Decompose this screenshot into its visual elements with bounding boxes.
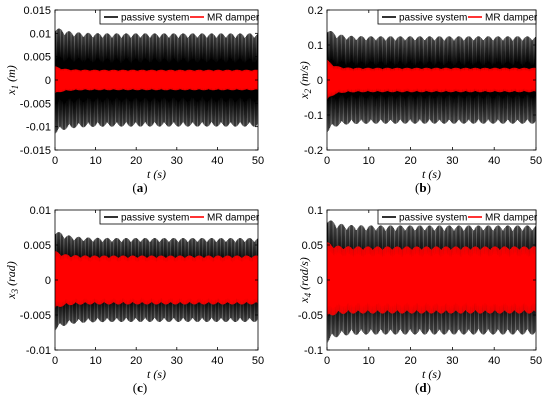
series-line-mr-damper — [55, 251, 258, 308]
x-tick-label: 0 — [52, 355, 58, 367]
x-axis-label: t (s) — [147, 367, 166, 381]
x-tick-label: 20 — [130, 355, 142, 367]
legend-label: passive system — [121, 13, 189, 24]
x-tick-label: 10 — [89, 355, 101, 367]
legend-box — [377, 9, 537, 25]
x-tick-label: 50 — [530, 155, 542, 167]
series-line-mr-damper — [55, 66, 258, 94]
y-tick-label: -0.1 — [304, 110, 323, 122]
x-tick-label: 20 — [130, 155, 142, 167]
x-tick-label: 30 — [171, 355, 183, 367]
y-tick-label: 0 — [317, 275, 323, 287]
x-tick-label: 40 — [488, 155, 500, 167]
y-tick-label: -0.015 — [20, 145, 51, 157]
panel-caption: (b) — [415, 180, 431, 195]
series-line-mr-damper — [327, 59, 536, 100]
legend: passive system MR damper — [377, 209, 538, 225]
x-axis-label: t (s) — [422, 167, 441, 181]
legend-box — [99, 209, 259, 225]
x-tick-label: 50 — [252, 155, 264, 167]
y-tick-label: -0.01 — [26, 345, 51, 357]
legend: passive system MR damper — [99, 209, 260, 225]
chart-panel-d: 0 10 20 30 40 50 -0.1 -0.05 0 0.05 0.1 t (s) x4 (rad… — [297, 205, 542, 395]
chart-panel-b: 0 10 20 30 40 50 -0.2 -0.1 0 0.1 0.2 t (s) x2 (m/s) p… — [297, 5, 542, 195]
x-axis-label: t (s) — [422, 367, 441, 381]
x-tick-label: 10 — [363, 355, 375, 367]
y-tick-label: 0.015 — [23, 5, 51, 17]
y-tick-label: 0.005 — [23, 52, 51, 64]
y-tick-label: -0.2 — [304, 145, 323, 157]
x-tick-label: 40 — [211, 355, 223, 367]
y-tick-label: -0.1 — [304, 345, 323, 357]
legend-label: passive system — [399, 13, 467, 24]
y-tick-label: -0.01 — [26, 122, 51, 134]
y-tick-label: 0.01 — [30, 205, 51, 217]
y-axis-label: x4 (rad/s) — [297, 257, 313, 304]
y-tick-label: 0.2 — [308, 5, 323, 17]
panel-caption: (d) — [415, 380, 431, 395]
y-axis-label: x2 (m/s) — [297, 61, 313, 100]
x-tick-label: 50 — [252, 355, 264, 367]
legend: passive system MR damper — [99, 9, 260, 25]
legend-label: passive system — [399, 213, 467, 224]
series-line-mr-damper — [327, 242, 536, 317]
y-tick-label: 0 — [317, 75, 323, 87]
legend-box — [99, 9, 259, 25]
x-tick-label: 50 — [530, 355, 542, 367]
chart-panel-a: 0 10 20 30 40 50 -0.015 -0.01 -0.005 0 0.005 0.01 0.… — [4, 5, 264, 195]
series-line-passive-system — [55, 28, 258, 134]
x-tick-label: 0 — [324, 155, 330, 167]
y-tick-label: 0 — [45, 75, 51, 87]
y-tick-label: 0.1 — [308, 40, 323, 52]
legend-label: MR damper — [485, 213, 538, 224]
panel-caption: (a) — [132, 180, 147, 195]
x-tick-label: 10 — [363, 155, 375, 167]
legend-label: passive system — [121, 213, 189, 224]
x-tick-label: 0 — [52, 155, 58, 167]
series-line-passive-system — [327, 30, 536, 133]
x-tick-label: 30 — [171, 155, 183, 167]
x-axis-label: t (s) — [147, 167, 166, 181]
y-tick-label: 0.005 — [23, 240, 51, 252]
x-tick-label: 10 — [89, 155, 101, 167]
legend-label: MR damper — [485, 13, 538, 24]
y-axis-label: x3 (rad) — [4, 261, 20, 300]
legend: passive system MR damper — [377, 9, 538, 25]
chart-panel-c: 0 10 20 30 40 50 -0.01 -0.005 0 0.005 0.01 t (s) x3 … — [4, 205, 264, 395]
x-tick-label: 40 — [488, 355, 500, 367]
x-tick-label: 40 — [211, 155, 223, 167]
legend-label: MR damper — [207, 213, 260, 224]
x-tick-label: 30 — [446, 355, 458, 367]
y-axis-label: x1 (m) — [4, 65, 20, 96]
x-tick-label: 20 — [404, 155, 416, 167]
x-tick-label: 30 — [446, 155, 458, 167]
y-tick-label: 0.05 — [302, 240, 323, 252]
y-tick-label: 0.1 — [308, 205, 323, 217]
panel-caption: (c) — [133, 380, 147, 395]
x-tick-label: 20 — [404, 355, 416, 367]
y-tick-label: 0.01 — [30, 28, 51, 40]
y-tick-label: -0.005 — [20, 98, 51, 110]
legend-label: MR damper — [207, 13, 260, 24]
x-tick-label: 0 — [324, 355, 330, 367]
legend-box — [377, 209, 537, 225]
y-tick-label: 0 — [45, 275, 51, 287]
y-tick-label: -0.05 — [298, 310, 323, 322]
y-tick-label: -0.005 — [20, 310, 51, 322]
